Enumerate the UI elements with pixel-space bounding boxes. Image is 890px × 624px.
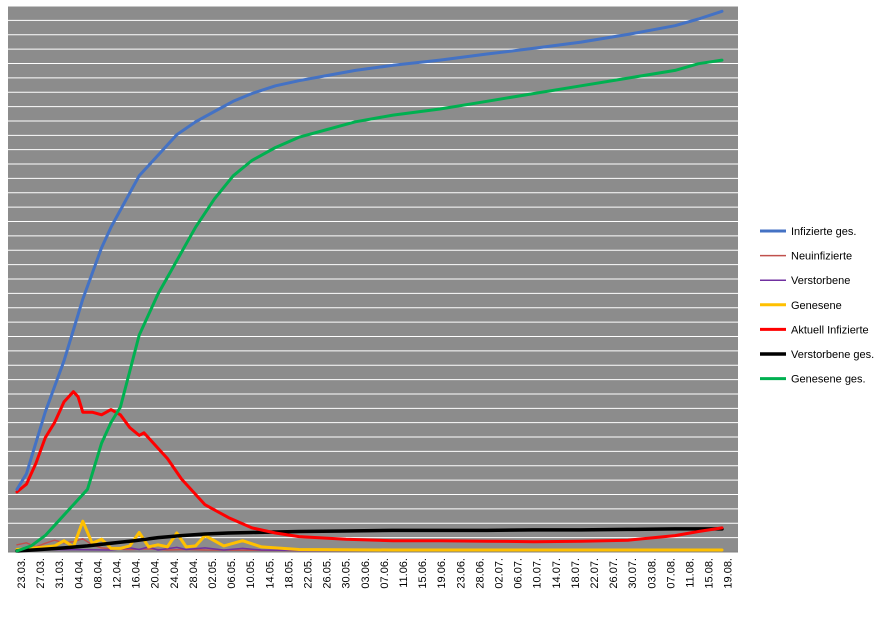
legend-label-infizierte-ges: Infizierte ges. [791, 226, 856, 238]
x-tick-label: 26.07. [608, 558, 620, 589]
x-tick-label: 15.08. [704, 558, 716, 589]
x-tick-label: 12.04. [112, 558, 124, 589]
x-tick-label: 23.03. [16, 558, 28, 589]
legend-label-genesene: Genesene [791, 300, 842, 312]
legend-label-verstorbene-ges: Verstorbene ges. [791, 349, 874, 361]
x-tick-label: 06.07. [513, 558, 525, 589]
legend-label-neuinfizierte: Neuinfizierte [791, 251, 852, 263]
x-tick-label: 04.04. [73, 558, 85, 589]
x-tick-label: 11.08. [685, 558, 697, 588]
series-lines [15, 9, 724, 553]
series-line-genesene-ges [15, 58, 724, 553]
x-tick-label: 02.07. [494, 558, 506, 589]
x-tick-label: 07.08. [665, 558, 677, 589]
x-tick-label: 22.05. [303, 558, 315, 589]
x-tick-label: 27.03. [35, 558, 47, 589]
x-tick-label: 14.05. [264, 558, 276, 589]
series-line-aktuell-infizierte [15, 390, 724, 544]
series-line-verstorbene-ges [15, 527, 724, 553]
series-line-infizierte-ges [15, 9, 724, 491]
x-tick-label: 24.04. [169, 558, 181, 589]
x-tick-label: 07.06. [379, 558, 391, 589]
x-tick-label: 26.05. [322, 558, 334, 589]
x-tick-label: 10.05. [245, 558, 257, 589]
legend-label-aktuell-infizierte: Aktuell Infizierte [791, 324, 869, 336]
gridlines [8, 5, 738, 553]
x-tick-label: 10.07. [532, 558, 544, 589]
x-tick-label: 28.06. [474, 558, 486, 589]
x-tick-label: 22.07. [589, 558, 601, 589]
x-tick-label: 02.05. [207, 558, 219, 589]
x-tick-label: 30.05. [341, 558, 353, 589]
x-tick-label: 03.08. [646, 558, 658, 589]
x-tick-label: 30.07. [627, 558, 639, 589]
x-tick-label: 31.03. [54, 558, 66, 589]
x-tick-label: 19.06. [436, 558, 448, 589]
x-tick-label: 08.04. [92, 558, 104, 589]
x-tick-labels: 23.03. 27.03. 31.03. 04.04. 08.04. 12.04. 16.0… [16, 558, 735, 589]
x-tick-label: 23.06. [455, 558, 467, 589]
x-tick-label: 28.04. [188, 558, 200, 589]
x-tick-label: 15.06. [417, 558, 429, 589]
x-tick-label: 18.05. [283, 558, 295, 589]
x-tick-label: 18.07. [570, 558, 582, 589]
x-tick-label: 11.06. [398, 558, 410, 588]
x-tick-label: 06.05. [226, 558, 238, 589]
legend-label-verstorbene: Verstorbene [791, 275, 850, 287]
x-tick-label: 16.04. [131, 558, 143, 589]
x-tick-label: 20.04. [150, 558, 162, 589]
legend: Infizierte ges. Neuinfizierte Verstorbene G… [760, 226, 874, 386]
x-tick-label: 19.08. [723, 558, 735, 589]
x-tick-label: 03.06. [360, 558, 372, 589]
legend-label-genesene-ges: Genesene ges. [791, 374, 866, 386]
x-tick-label: 14.07. [551, 558, 563, 589]
